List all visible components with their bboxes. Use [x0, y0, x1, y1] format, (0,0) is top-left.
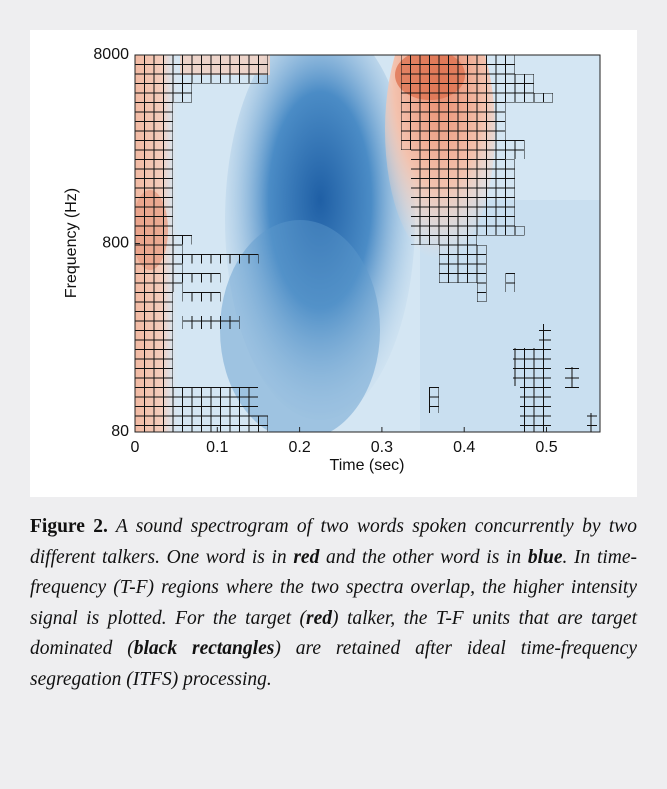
x-axis-label: Time (sec) [330, 457, 405, 474]
x-tick-label: 0.5 [535, 439, 557, 456]
page: {"chart_data": {"type": "spectrogram", "… [0, 0, 667, 789]
caption-emphasis: black rectangles [134, 638, 275, 659]
figure-caption: Figure 2. A sound spectrogram of two wor… [30, 512, 637, 695]
caption-emphasis: red [306, 608, 332, 629]
figure-panel: 0 0.1 0.2 0.3 0.4 0.5 80 800 8000 Time (sec) Fre… [30, 30, 637, 497]
x-tick-label: 0.1 [206, 439, 228, 456]
caption-emphasis: blue [528, 547, 563, 568]
caption-text: and the other word is in [319, 547, 527, 568]
y-tick-label: 8000 [93, 46, 129, 63]
chart: 0 0.1 0.2 0.3 0.4 0.5 80 800 8000 Time (sec) Fre… [0, 0, 667, 520]
caption-label: Figure 2. [30, 516, 108, 537]
y-axis-label: Frequency (Hz) [63, 188, 80, 298]
x-tick-label: 0.4 [453, 439, 475, 456]
x-tick-label: 0 [131, 439, 140, 456]
caption-emphasis: red [293, 547, 319, 568]
x-tick-label: 0.3 [371, 439, 393, 456]
y-tick-label: 80 [111, 423, 129, 440]
x-tick-label: 0.2 [288, 439, 310, 456]
y-tick-label: 800 [102, 235, 129, 252]
